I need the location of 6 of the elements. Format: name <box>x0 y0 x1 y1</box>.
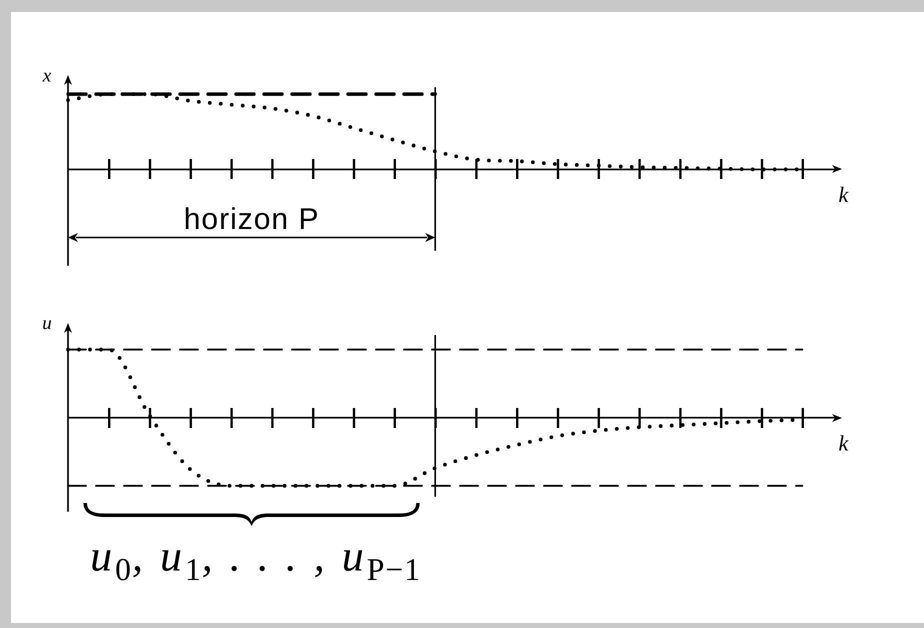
y-axis-title: x <box>42 65 52 86</box>
text: horizon P <box>184 203 320 238</box>
text: u$_{0}$, u$_{1}$, . . . , u$_{P−1}$ <box>90 530 422 588</box>
x-axis-title: k <box>838 182 850 208</box>
y-axis-title: u <box>42 313 52 334</box>
x-axis-title: k <box>838 430 850 456</box>
